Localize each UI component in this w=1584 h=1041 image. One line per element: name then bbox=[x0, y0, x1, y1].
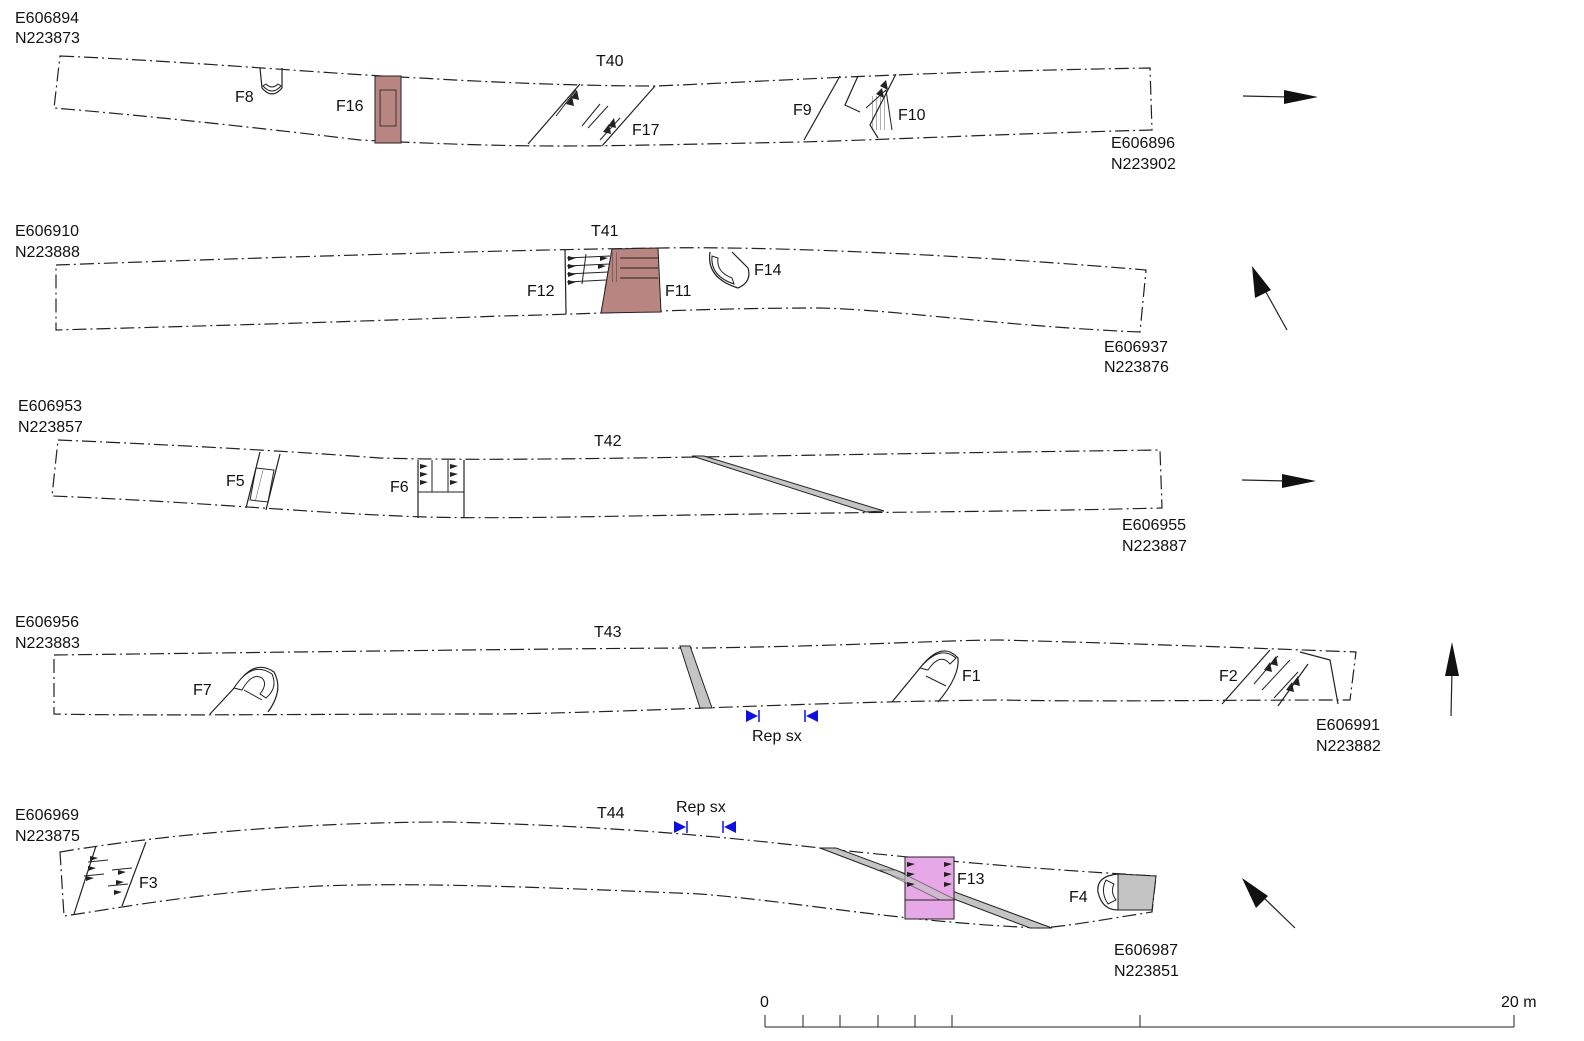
feature-f7: F7 bbox=[193, 666, 279, 715]
trench-t44: E606969 N223875 T44 E606987 N223851 F3 bbox=[15, 799, 1296, 980]
t43-rep-sx-label: Rep sx bbox=[752, 728, 802, 745]
feature-f16: F16 bbox=[336, 75, 402, 144]
section-marker-rep-sx-t44: Rep sx bbox=[674, 799, 736, 833]
t40-end-northing: N223902 bbox=[1111, 156, 1176, 173]
t41-outline bbox=[55, 247, 1147, 333]
north-arrow-icon bbox=[1242, 90, 1318, 104]
t44-start-northing: N223875 bbox=[15, 828, 80, 845]
feature-f5: F5 bbox=[226, 451, 281, 511]
f16-label: F16 bbox=[336, 98, 364, 115]
t40-end-easting: E606896 bbox=[1111, 135, 1175, 152]
trench-t42: E606953 N223857 T42 E606955 N223887 F5 bbox=[18, 398, 1316, 555]
f9-label: F9 bbox=[793, 102, 812, 119]
f3-label: F3 bbox=[139, 875, 158, 892]
t40-start-easting: E606894 bbox=[15, 10, 79, 27]
f10-label: F10 bbox=[898, 107, 926, 124]
feature-f13: F13 bbox=[879, 856, 985, 920]
scale-bar: 0 20 m bbox=[760, 994, 1537, 1028]
feature-f8: F8 bbox=[235, 67, 283, 106]
t42-label: T42 bbox=[594, 433, 622, 450]
trench-t40: E606894 N223873 T40 E606896 N223902 F8 F… bbox=[15, 10, 1318, 173]
t42-end-easting: E606955 bbox=[1122, 517, 1186, 534]
t43-linear-feature bbox=[679, 645, 713, 709]
feature-f17: F17 bbox=[527, 83, 660, 147]
north-arrow-icon bbox=[1241, 474, 1316, 488]
f17-label: F17 bbox=[632, 122, 660, 139]
t44-rep-sx-label: Rep sx bbox=[676, 799, 726, 816]
t44-end-northing: N223851 bbox=[1114, 963, 1179, 980]
section-marker-rep-sx-t43: Rep sx bbox=[746, 710, 818, 745]
scale-bar-max-label: 20 m bbox=[1501, 994, 1537, 1011]
f1-label: F1 bbox=[962, 668, 981, 685]
feature-f4: F4 bbox=[1069, 873, 1157, 911]
t44-start-easting: E606969 bbox=[15, 807, 79, 824]
t43-outline bbox=[53, 639, 1357, 716]
t43-end-easting: E606991 bbox=[1316, 717, 1380, 734]
t42-linear-feature bbox=[691, 455, 885, 513]
t41-end-easting: E606937 bbox=[1104, 339, 1168, 356]
t41-end-northing: N223876 bbox=[1104, 359, 1169, 376]
feature-f2: F2 bbox=[1219, 649, 1339, 707]
t43-end-northing: N223882 bbox=[1316, 738, 1381, 755]
f6-label: F6 bbox=[390, 479, 409, 496]
feature-f12: F12 bbox=[527, 249, 613, 315]
t43-start-northing: N223883 bbox=[15, 635, 80, 652]
north-arrow-icon bbox=[1252, 266, 1288, 331]
f4-label: F4 bbox=[1069, 889, 1088, 906]
f11-label: F11 bbox=[665, 283, 691, 300]
t42-start-easting: E606953 bbox=[18, 398, 82, 415]
t41-label: T41 bbox=[591, 223, 619, 240]
f12-label: F12 bbox=[527, 283, 555, 300]
t40-start-northing: N223873 bbox=[15, 30, 80, 47]
feature-f3: F3 bbox=[73, 841, 158, 915]
t41-start-northing: N223888 bbox=[15, 244, 80, 261]
north-arrow-icon bbox=[1445, 642, 1459, 717]
feature-f9-f10: F9 F10 bbox=[793, 73, 926, 141]
feature-f1: F1 bbox=[891, 650, 981, 703]
f14-label: F14 bbox=[754, 262, 782, 279]
f5-label: F5 bbox=[226, 473, 245, 490]
t43-label: T43 bbox=[594, 624, 622, 641]
t42-outline bbox=[51, 439, 1163, 519]
f8-label: F8 bbox=[235, 89, 254, 106]
feature-f14: F14 bbox=[708, 251, 782, 289]
f13-label: F13 bbox=[957, 871, 985, 888]
t44-label: T44 bbox=[597, 805, 625, 822]
trench-t41: E606910 N223888 T41 E606937 N223876 F12 bbox=[15, 223, 1288, 376]
north-arrow-icon bbox=[1242, 878, 1296, 929]
t44-outline bbox=[59, 821, 1157, 929]
f2-label: F2 bbox=[1219, 668, 1238, 685]
f7-label: F7 bbox=[193, 682, 212, 699]
t41-start-easting: E606910 bbox=[15, 223, 79, 240]
t43-start-easting: E606956 bbox=[15, 614, 79, 631]
t42-start-northing: N223857 bbox=[18, 419, 83, 436]
feature-f11: F11 bbox=[600, 247, 691, 314]
trench-t43: E606956 N223883 T43 E606991 N223882 F7 F… bbox=[15, 614, 1459, 755]
t42-end-northing: N223887 bbox=[1122, 538, 1187, 555]
t44-end-easting: E606987 bbox=[1114, 942, 1178, 959]
t40-label: T40 bbox=[596, 53, 624, 70]
feature-f6: F6 bbox=[390, 460, 465, 518]
scale-bar-min-label: 0 bbox=[760, 994, 769, 1011]
